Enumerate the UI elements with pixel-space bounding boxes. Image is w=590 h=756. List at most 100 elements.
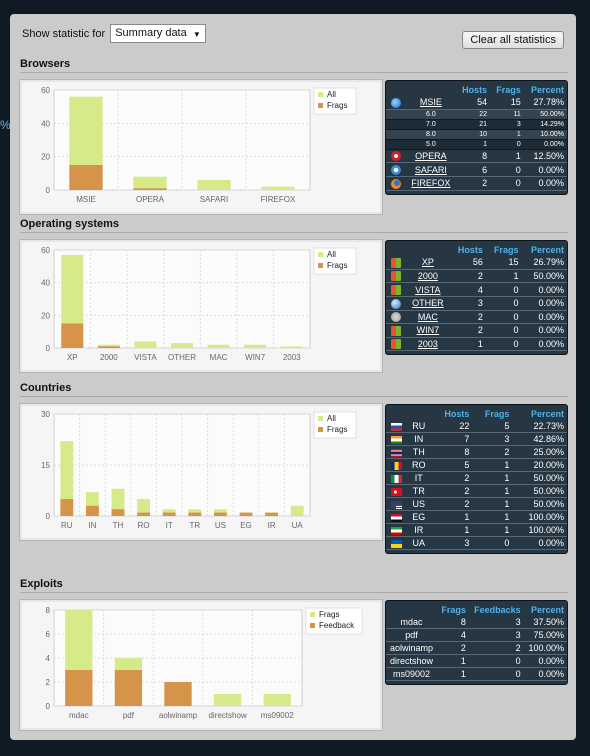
- row-name: TR: [406, 484, 432, 498]
- cell-frags: 15: [490, 96, 524, 110]
- table-row: RU 22 5 22.73%: [386, 420, 567, 433]
- row-name: IN: [406, 432, 432, 446]
- bar-all: [261, 186, 295, 190]
- row-name[interactable]: 2003: [406, 337, 450, 352]
- cell-hosts: 1: [431, 510, 473, 524]
- legend-swatch: [318, 263, 323, 268]
- icon-cell: [386, 337, 406, 352]
- countries-chart: 0 15 30 RU IN TH RO IT TR US EG IR UA All Frags: [20, 404, 382, 540]
- bar-all: [290, 505, 304, 516]
- icon-cell: [386, 323, 406, 338]
- y-tick-label: 40: [41, 119, 50, 128]
- cell-pct: 37.50%: [523, 616, 567, 629]
- section-title: Countries: [20, 382, 72, 394]
- bar-frags: [214, 512, 227, 516]
- cell-pct: 50.00%: [521, 269, 567, 284]
- cell-frags: 11: [490, 109, 524, 120]
- row-name[interactable]: XP: [406, 256, 450, 270]
- column-header: Frags: [441, 605, 466, 615]
- table-row: aolwinamp 2 2 100.00%: [386, 641, 567, 655]
- column-header: Hosts: [457, 245, 483, 255]
- header-spacer: [386, 84, 406, 96]
- cell-pct: 0.00%: [523, 667, 567, 681]
- icon-cell: [386, 458, 406, 472]
- row-name[interactable]: MSIE: [406, 96, 456, 110]
- cell-pct: 100.00%: [512, 523, 567, 537]
- clear-all-statistics-button[interactable]: Clear all statistics: [462, 31, 564, 49]
- cell-frags: 1: [472, 523, 513, 537]
- table-row: mdac 8 3 37.50%: [386, 616, 567, 629]
- legend-swatch: [318, 103, 323, 108]
- table-row: directshow 1 0 0.00%: [386, 654, 567, 668]
- legend-swatch: [318, 252, 323, 257]
- column-header: Frags: [493, 245, 519, 255]
- row-name: mdac: [386, 616, 438, 629]
- header-spacer: [386, 408, 406, 420]
- legend-swatch: [318, 427, 323, 432]
- row-name[interactable]: VISTA: [406, 282, 450, 297]
- cell-pct: 22.73%: [512, 420, 567, 433]
- windows-icon: [391, 339, 401, 350]
- row-name[interactable]: SAFARI: [406, 162, 456, 177]
- x-tick-label: directshow: [208, 711, 246, 720]
- bar-frags: [263, 694, 291, 706]
- row-name[interactable]: OTHER: [406, 296, 450, 311]
- row-name[interactable]: OPERA: [406, 149, 456, 164]
- row-name[interactable]: FIREFOX: [406, 176, 456, 191]
- browsers-section: Browsers 0 20 40 60 MSIE OPERA SAFARI FIREFOX Al…: [20, 58, 568, 218]
- icon-cell: [386, 445, 406, 459]
- bar-feedback: [114, 670, 143, 706]
- cell-pct: 0.00%: [521, 296, 567, 311]
- row-name[interactable]: WIN7: [406, 323, 450, 338]
- header-spacer: [386, 244, 406, 256]
- row-name: 5.0: [406, 139, 456, 150]
- cell-pct: 26.79%: [521, 256, 567, 270]
- legend-swatch: [310, 612, 315, 617]
- row-name[interactable]: MAC: [406, 310, 450, 325]
- table-header-row: Frags Feedbacks Percent: [386, 604, 567, 616]
- y-tick-label: 0: [46, 512, 51, 521]
- x-tick-label: aolwinamp: [159, 711, 198, 720]
- x-tick-label: TR: [189, 521, 200, 530]
- column-header: Frags: [496, 85, 521, 95]
- cell-hosts: 2: [431, 471, 473, 485]
- legend-swatch: [310, 623, 315, 628]
- cell-hosts: 10: [455, 129, 491, 140]
- x-tick-label: TH: [113, 521, 124, 530]
- table-header-row: Hosts Frags Percent: [386, 408, 567, 420]
- cell-frags: 3: [490, 119, 524, 130]
- column-header: Frags: [484, 409, 510, 419]
- statistic-type-select[interactable]: Summary data ▼: [110, 24, 206, 43]
- header-spacer: [406, 244, 450, 256]
- bar-all: [214, 509, 227, 516]
- table-header-row: Hosts Frags Percent: [386, 84, 567, 96]
- column-header: Hosts: [444, 409, 470, 419]
- row-name: US: [406, 497, 432, 511]
- cell-frags: 15: [485, 256, 522, 270]
- countries-chart-svg: 0 15 30 RU IN TH RO IT TR US EG IR UA All Frags: [41, 410, 357, 530]
- cell-frags: 1: [437, 654, 469, 668]
- y-tick-label: 60: [41, 86, 50, 95]
- bar-frags: [265, 512, 278, 516]
- icon-cell: [386, 310, 406, 325]
- row-name: 8.0: [406, 129, 456, 140]
- icon-cell: [386, 510, 406, 524]
- row-name[interactable]: 2000: [406, 269, 450, 284]
- bar-all: [207, 344, 230, 348]
- safari-icon: [391, 164, 401, 175]
- row-name: aolwinamp: [386, 641, 438, 655]
- apple-icon: [391, 312, 401, 323]
- bar-frags: [111, 509, 125, 516]
- bar-frags: [213, 694, 242, 706]
- table-row: RO 5 1 20.00%: [386, 458, 567, 472]
- cell-pct: 25.00%: [512, 445, 567, 459]
- cell-hosts: 4: [449, 282, 486, 297]
- x-tick-label: 2003: [283, 353, 301, 362]
- icon-cell: [386, 119, 406, 130]
- divider: [20, 72, 568, 73]
- x-tick-label: VISTA: [134, 353, 157, 362]
- icon-cell: [386, 96, 406, 110]
- cell-frags: 0: [485, 337, 522, 352]
- cell-pct: 0.00%: [512, 536, 567, 550]
- table-row: MSIE 54 15 27.78%: [386, 96, 567, 110]
